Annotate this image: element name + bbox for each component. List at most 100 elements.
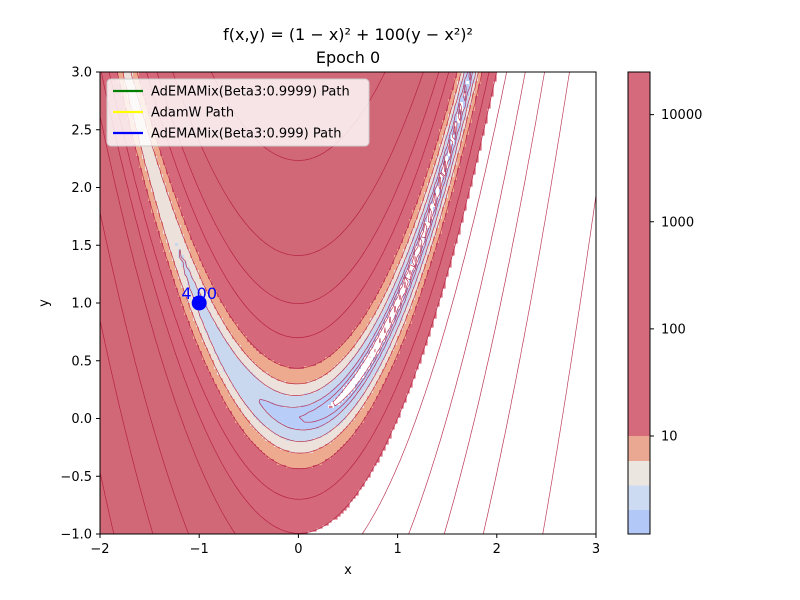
contour-band-cell bbox=[340, 402, 350, 406]
contour-band-cell bbox=[355, 375, 365, 379]
contour-band-cell bbox=[406, 333, 431, 337]
contour-band-cell bbox=[322, 387, 335, 391]
contour-band-cell bbox=[280, 363, 317, 367]
contour-band-cell bbox=[352, 333, 362, 337]
contour-band-cell bbox=[475, 102, 491, 106]
contour-band-cell bbox=[184, 312, 194, 316]
contour-band-cell bbox=[148, 192, 155, 196]
contour-band-cell bbox=[277, 297, 320, 301]
contour-band-cell bbox=[145, 159, 158, 163]
contour-band-cell bbox=[376, 321, 383, 325]
contour-band-cell bbox=[376, 384, 383, 388]
contour-band-cell bbox=[271, 522, 329, 526]
contour-band-cell bbox=[460, 75, 464, 79]
contour-band-cell bbox=[442, 201, 446, 205]
contour-band-cell bbox=[448, 177, 452, 181]
contour-band-cell bbox=[286, 393, 305, 397]
contour-band-cell bbox=[364, 384, 371, 388]
contour-band-cell bbox=[163, 228, 182, 232]
contour-band-cell bbox=[271, 414, 338, 418]
contour-band-cell bbox=[100, 114, 113, 118]
contour-band-cell bbox=[289, 366, 305, 370]
contour-band-cell bbox=[472, 75, 476, 79]
contour-band-cell bbox=[376, 372, 383, 376]
contour-band-cell bbox=[439, 171, 443, 175]
contour-band-cell bbox=[424, 261, 428, 265]
contour-band-cell bbox=[169, 195, 176, 199]
contour-band-cell bbox=[169, 198, 179, 202]
contour-band-cell bbox=[370, 366, 374, 370]
contour-band-cell bbox=[439, 195, 443, 199]
contour-band-cell bbox=[373, 378, 380, 382]
contour-band-cell bbox=[376, 336, 386, 340]
contour-band-cell bbox=[439, 168, 443, 172]
contour-band-cell bbox=[409, 291, 413, 295]
contour-band-cell bbox=[361, 366, 371, 370]
contour-band-cell bbox=[229, 408, 242, 412]
contour-band-cell bbox=[421, 252, 425, 256]
contour-band-cell bbox=[448, 126, 452, 130]
contour-band-cell bbox=[460, 93, 464, 97]
contour-band-cell bbox=[169, 192, 176, 196]
contour-band-cell bbox=[460, 90, 464, 94]
contour-band-cell bbox=[196, 180, 401, 184]
contour-band-cell bbox=[445, 216, 464, 220]
contour-band-cell bbox=[409, 222, 416, 226]
contour-band-cell bbox=[424, 282, 446, 286]
contour-band-cell bbox=[424, 255, 428, 259]
contour-band-cell bbox=[454, 171, 458, 175]
contour-band-cell bbox=[100, 357, 179, 361]
contour-band-cell bbox=[187, 228, 218, 232]
contour-band-cell bbox=[403, 294, 407, 298]
contour-band-cell bbox=[241, 348, 257, 352]
contour-band-cell bbox=[397, 318, 404, 322]
contour-band-cell bbox=[409, 219, 416, 223]
contour-band-cell bbox=[172, 204, 179, 208]
contour-band-cell bbox=[178, 276, 188, 280]
contour-band-cell bbox=[271, 375, 323, 379]
contour-band-cell bbox=[346, 384, 356, 388]
contour-band-cell bbox=[328, 420, 344, 424]
contour-band-cell bbox=[331, 354, 347, 358]
contour-band-cell bbox=[181, 261, 188, 265]
contour-band-cell bbox=[391, 201, 419, 205]
contour-band-cell bbox=[433, 222, 437, 226]
contour-band-cell bbox=[163, 249, 170, 253]
contour-band-cell bbox=[214, 444, 257, 448]
contour-band-cell bbox=[175, 210, 182, 214]
contour-band-cell bbox=[100, 378, 185, 382]
contour-band-cell bbox=[244, 363, 257, 367]
contour-band-cell bbox=[421, 189, 428, 193]
contour-band-cell bbox=[256, 444, 275, 448]
contour-band-cell bbox=[406, 246, 410, 250]
contour-band-cell bbox=[445, 189, 449, 193]
contour-band-cell bbox=[244, 399, 260, 403]
contour-band-cell bbox=[406, 252, 413, 256]
contour-band-cell bbox=[421, 267, 425, 271]
contour-band-cell bbox=[385, 363, 395, 367]
x-tick-label: −1 bbox=[190, 542, 209, 557]
contour-band-cell bbox=[364, 315, 374, 319]
contour-band-cell bbox=[355, 405, 365, 409]
contour-band-cell bbox=[385, 306, 389, 310]
contour-band-cell bbox=[121, 156, 140, 160]
contour-band-cell bbox=[436, 192, 440, 196]
contour-band-cell bbox=[412, 288, 419, 292]
contour-band-cell bbox=[472, 93, 479, 97]
contour-band-cell bbox=[352, 330, 365, 334]
contour-band-cell bbox=[358, 339, 365, 343]
contour-band-cell bbox=[166, 183, 173, 187]
contour-band-cell bbox=[151, 276, 173, 280]
contour-band-cell bbox=[337, 285, 383, 289]
contour-band-cell bbox=[307, 381, 332, 385]
contour-band-cell bbox=[391, 198, 419, 202]
contour-band-cell bbox=[202, 339, 212, 343]
contour-band-cell bbox=[460, 162, 476, 166]
contour-band-cell bbox=[169, 336, 194, 340]
contour-band-cell bbox=[220, 456, 269, 460]
contour-band-cell bbox=[148, 261, 170, 265]
contour-band-cell bbox=[397, 264, 404, 268]
x-tick-label: 3 bbox=[592, 542, 600, 557]
contour-band-cell bbox=[232, 348, 242, 352]
contour-band-cell bbox=[202, 333, 209, 337]
